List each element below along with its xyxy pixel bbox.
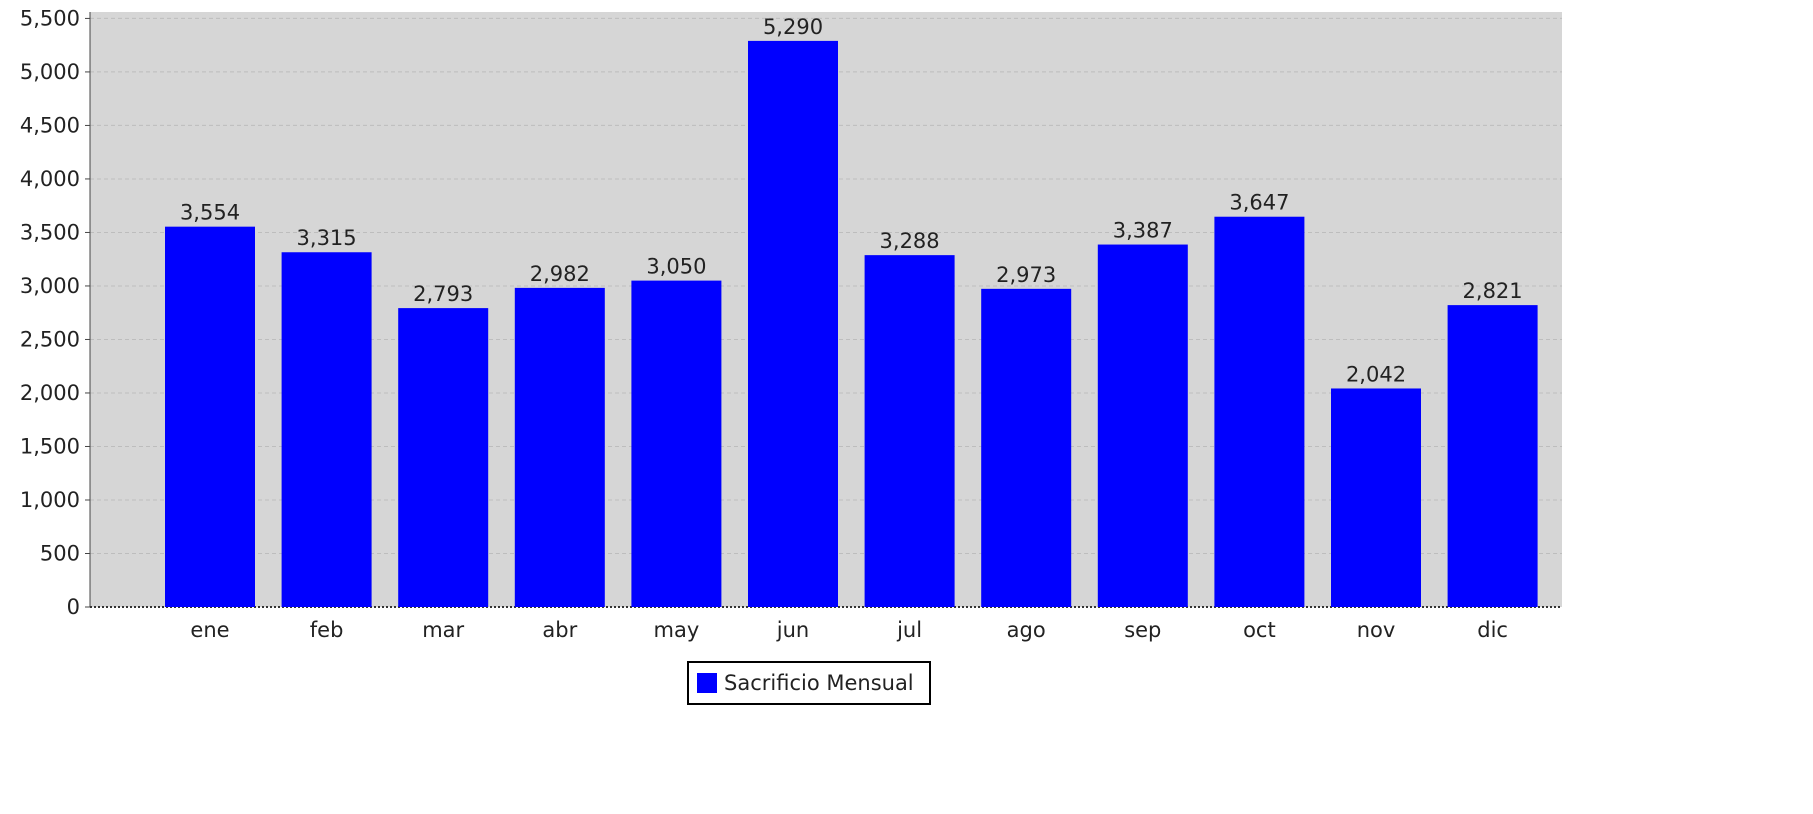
data-label: 2,793 (413, 282, 473, 306)
y-tick-label: 2,500 (20, 327, 80, 351)
legend-label: Sacrificio Mensual (724, 671, 914, 695)
bar-may (631, 280, 722, 607)
y-tick-label: 4,000 (20, 167, 80, 191)
bar-nov (1331, 388, 1421, 607)
x-tick-label: mar (422, 618, 464, 642)
y-tick-label: 3,000 (20, 274, 80, 298)
bar-feb (281, 252, 372, 607)
y-tick-label: 5,000 (20, 60, 80, 84)
y-tick-label: 4,500 (20, 113, 80, 137)
data-label: 2,982 (530, 262, 590, 286)
data-label: 3,315 (297, 226, 357, 250)
x-tick-label: jun (776, 618, 809, 642)
data-label: 2,042 (1346, 362, 1406, 386)
legend-swatch (697, 673, 717, 693)
x-tick-label: feb (310, 618, 344, 642)
x-tick-label: nov (1357, 618, 1396, 642)
bar-jul (864, 255, 955, 607)
bar-oct (1214, 216, 1305, 608)
bar-sep (1097, 244, 1188, 607)
y-tick-label: 0 (67, 595, 80, 619)
y-tick-label: 500 (40, 541, 80, 565)
data-label: 2,821 (1463, 279, 1523, 303)
x-tick-label: jul (896, 618, 922, 642)
y-tick-label: 1,000 (20, 488, 80, 512)
bar-ene (165, 226, 255, 607)
x-tick-label: sep (1124, 618, 1161, 642)
data-label: 3,554 (180, 201, 240, 225)
bar-abr (514, 287, 605, 607)
bar-dic (1447, 305, 1538, 607)
x-tick-label: abr (542, 618, 577, 642)
x-tick-label: ago (1007, 618, 1046, 642)
bar-jun (748, 40, 838, 608)
y-tick-label: 3,500 (20, 220, 80, 244)
x-tick-label: dic (1477, 618, 1508, 642)
x-tick-label: ene (190, 618, 229, 642)
data-label: 3,050 (646, 255, 706, 279)
data-label: 2,973 (996, 263, 1056, 287)
y-tick-label: 5,500 (20, 6, 80, 30)
data-label: 5,290 (763, 15, 823, 39)
data-label: 3,647 (1229, 191, 1289, 215)
data-label: 3,288 (880, 229, 940, 253)
y-tick-label: 1,500 (20, 434, 80, 458)
bar-ago (981, 288, 1072, 607)
x-tick-label: may (654, 618, 700, 642)
y-tick-label: 2,000 (20, 381, 80, 405)
x-tick-label: oct (1243, 618, 1276, 642)
data-label: 3,387 (1113, 219, 1173, 243)
bar-mar (398, 308, 489, 607)
legend-box (687, 661, 931, 705)
